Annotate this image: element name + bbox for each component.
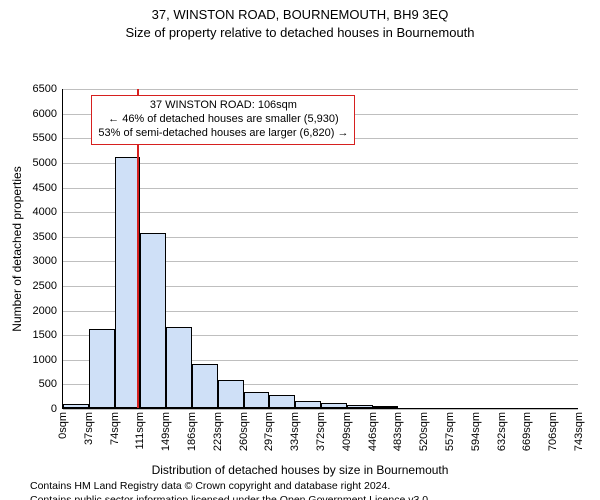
histogram-bar [192,364,218,408]
x-tick-label: 186sqm [186,412,198,451]
footer-line-2: Contains public sector information licen… [30,493,600,500]
y-tick-label: 1000 [33,354,57,366]
histogram-bar [63,404,89,408]
x-tick-label: 706sqm [547,412,559,451]
y-tick-label: 4000 [33,206,57,218]
y-tick-label: 6000 [33,108,57,120]
header: 37, WINSTON ROAD, BOURNEMOUTH, BH9 3EQ S… [0,0,600,41]
x-tick-label: 260sqm [238,412,250,451]
x-tick-label: 446sqm [367,412,379,451]
y-tick-label: 5500 [33,132,57,144]
x-tick-label: 74sqm [109,412,121,445]
plot-area: 0500100015002000250030003500400045005000… [62,89,578,409]
y-tick-label: 2500 [33,280,57,292]
x-tick-label: 372sqm [315,412,327,451]
x-tick-label: 409sqm [341,412,353,451]
y-tick-label: 6500 [33,83,57,95]
footer: Contains HM Land Registry data © Crown c… [0,477,600,500]
x-tick-label: 0sqm [57,412,69,439]
y-axis-label: Number of detached properties [10,166,24,331]
x-tick-label: 669sqm [521,412,533,451]
callout-line: 53% of semi-detached houses are larger (… [98,127,348,141]
histogram-bar [347,405,373,408]
y-tick-label: 5000 [33,157,57,169]
x-tick-label: 111sqm [134,412,146,450]
histogram-bar [373,406,399,408]
x-tick-label: 632sqm [496,412,508,451]
y-tick-label: 3500 [33,231,57,243]
histogram-bar [321,403,347,408]
x-tick-label: 149sqm [160,412,172,451]
histogram-bar [269,395,295,408]
y-tick-label: 2000 [33,305,57,317]
x-tick-label: 37sqm [83,412,95,445]
x-tick-label: 334sqm [289,412,301,451]
histogram-bar [89,329,115,408]
callout-box: 37 WINSTON ROAD: 106sqm← 46% of detached… [91,95,355,144]
gridline [63,89,578,90]
histogram-bar [140,233,166,408]
histogram-bar [166,327,192,408]
histogram-bar [244,392,270,408]
chart-container: Number of detached properties 0500100015… [0,41,600,463]
x-tick-label: 594sqm [470,412,482,451]
histogram-bar [295,401,321,408]
x-tick-label: 743sqm [573,412,585,451]
histogram-bar [218,380,244,409]
y-tick-label: 4500 [33,182,57,194]
y-tick-label: 500 [39,378,57,390]
gridline [63,409,578,410]
footer-line-1: Contains HM Land Registry data © Crown c… [30,479,600,493]
callout-line: ← 46% of detached houses are smaller (5,… [98,113,348,127]
x-tick-label: 223sqm [212,412,224,451]
callout-line: 37 WINSTON ROAD: 106sqm [98,99,348,113]
x-axis-label: Distribution of detached houses by size … [0,463,600,477]
address-title: 37, WINSTON ROAD, BOURNEMOUTH, BH9 3EQ [0,6,600,24]
x-tick-label: 483sqm [392,412,404,451]
y-tick-label: 1500 [33,329,57,341]
x-tick-label: 297sqm [263,412,275,451]
x-tick-label: 520sqm [418,412,430,451]
y-tick-label: 3000 [33,255,57,267]
x-tick-label: 557sqm [444,412,456,451]
subtitle: Size of property relative to detached ho… [0,24,600,42]
